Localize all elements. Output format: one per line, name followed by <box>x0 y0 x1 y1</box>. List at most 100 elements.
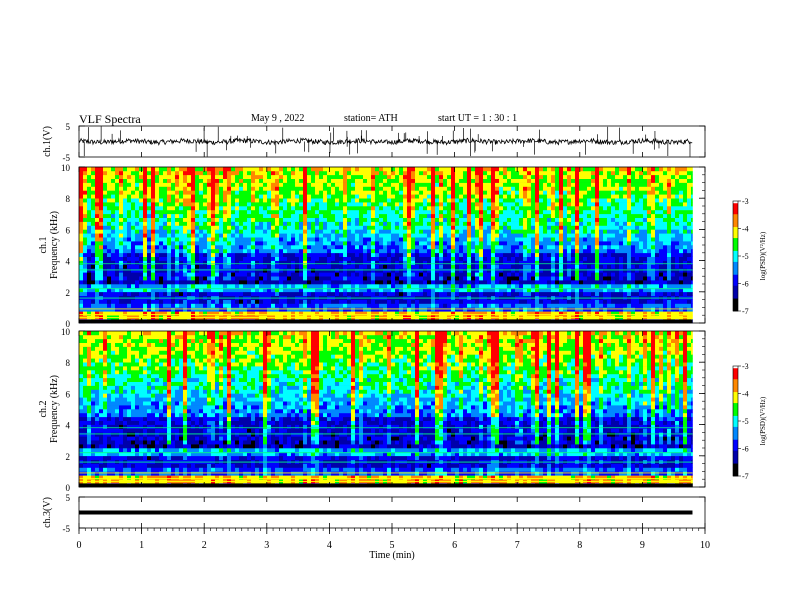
spectrogram-cell <box>271 206 276 211</box>
spectrogram-cell <box>79 194 84 199</box>
spectrogram-cell <box>195 272 200 277</box>
spectrogram-cell <box>91 237 96 242</box>
spectrogram-cell <box>471 287 476 293</box>
spectrogram-cell <box>339 287 344 293</box>
spectrogram-cell <box>295 225 300 230</box>
spectrogram-cell <box>503 206 508 211</box>
spectrogram-cell <box>119 260 124 265</box>
spectrogram-cell <box>183 299 188 304</box>
spectrogram-cell <box>247 221 252 226</box>
spectrogram-cell <box>167 272 172 277</box>
spectrogram-cell <box>223 194 228 199</box>
spectrogram-cell <box>547 248 552 254</box>
spectrogram-cell <box>403 299 408 304</box>
spectrogram-cell <box>519 307 524 312</box>
spectrogram-cell <box>399 167 404 172</box>
spectrogram-cell <box>455 284 460 289</box>
spectrogram-cell <box>263 284 268 289</box>
spectrogram-cell <box>263 186 268 191</box>
spectrogram-cell <box>119 225 124 230</box>
spectrogram-cell <box>279 213 284 218</box>
spectrogram-cell <box>307 174 312 179</box>
spectrogram-cell <box>215 245 220 250</box>
spectrogram-cell <box>155 241 160 246</box>
spectrogram-cell <box>379 264 384 269</box>
spectrogram-cell <box>415 303 420 308</box>
spectrogram-cell <box>135 252 140 257</box>
spectrogram-cell <box>483 299 488 304</box>
spectrogram-cell <box>151 167 156 172</box>
spectrogram-cell <box>323 229 328 234</box>
spectrogram-cell <box>287 190 292 195</box>
spectrogram-cell <box>467 190 472 195</box>
spectrogram-cell <box>527 291 532 296</box>
spectrogram-cell <box>155 237 160 242</box>
spectrogram-cell <box>147 178 152 183</box>
spectrogram-cell <box>539 206 544 211</box>
spectrogram-cell <box>511 252 516 257</box>
spectrogram-cell <box>179 229 184 234</box>
spectrogram-cell <box>387 213 392 218</box>
spectrogram-cell <box>183 272 188 277</box>
spectrogram-cell <box>351 260 356 265</box>
spectrogram-cell <box>343 206 348 211</box>
spectrogram-cell <box>339 272 344 277</box>
spectrogram-cell <box>271 209 276 215</box>
spectrogram-cell <box>491 190 496 195</box>
spectrogram-cell <box>475 291 480 296</box>
spectrogram-cell <box>507 252 512 257</box>
spectrogram-cell <box>375 217 380 222</box>
spectrogram-cell <box>207 287 212 293</box>
spectrogram-cell <box>135 167 140 172</box>
spectrogram-cell <box>355 221 360 226</box>
spectrogram-cell <box>115 233 120 238</box>
spectrogram-cell <box>135 209 140 215</box>
spectrogram-cell <box>175 229 180 234</box>
spectrogram-cell <box>227 233 232 238</box>
spectrogram-cell <box>307 252 312 257</box>
spectrogram-cell <box>311 221 316 226</box>
spectrogram-cell <box>139 276 144 281</box>
spectrogram-cell <box>91 311 96 316</box>
spectrogram-cell <box>527 186 532 191</box>
spectrogram-cell <box>363 217 368 222</box>
spectrogram-cell <box>207 268 212 273</box>
spectrogram-cell <box>83 182 88 187</box>
spectrogram-cell <box>171 209 176 215</box>
spectrogram-cell <box>171 190 176 195</box>
spectrogram-cell <box>139 233 144 238</box>
spectrogram-cell <box>219 264 224 269</box>
spectrogram-cell <box>551 264 556 269</box>
spectrogram-cell <box>359 178 364 183</box>
spectrogram-cell <box>507 299 512 304</box>
spectrogram-cell <box>555 174 560 179</box>
spectrogram-cell <box>543 287 548 293</box>
spectrogram-cell <box>231 299 236 304</box>
spectrogram-cell <box>387 206 392 211</box>
spectrogram-cell <box>91 256 96 261</box>
spectrogram-cell <box>447 287 452 293</box>
spectrogram-cell <box>519 170 524 176</box>
spectrogram-cell <box>423 209 428 215</box>
spectrogram-cell <box>487 311 492 316</box>
spectrogram-cell <box>299 233 304 238</box>
waveform-trace <box>78 137 693 146</box>
spectrogram-cell <box>347 252 352 257</box>
spectrogram-cell <box>371 245 376 250</box>
spectrogram-cell <box>147 303 152 308</box>
spectrogram-cell <box>443 190 448 195</box>
spectrogram-cell <box>335 241 340 246</box>
spectrogram-cell <box>91 233 96 238</box>
spectrogram-cell <box>283 229 288 234</box>
spectrogram-cell <box>411 291 416 296</box>
spectrogram-cell <box>275 182 280 187</box>
spectrogram-cell <box>163 229 168 234</box>
spectrogram-cell <box>151 280 156 285</box>
spectrogram-cell <box>283 260 288 265</box>
spectrogram-cell <box>287 245 292 250</box>
spectrogram-cell <box>167 209 172 215</box>
spectrogram-cell <box>295 303 300 308</box>
spectrogram-cell <box>355 206 360 211</box>
spectrogram-cell <box>367 311 372 316</box>
